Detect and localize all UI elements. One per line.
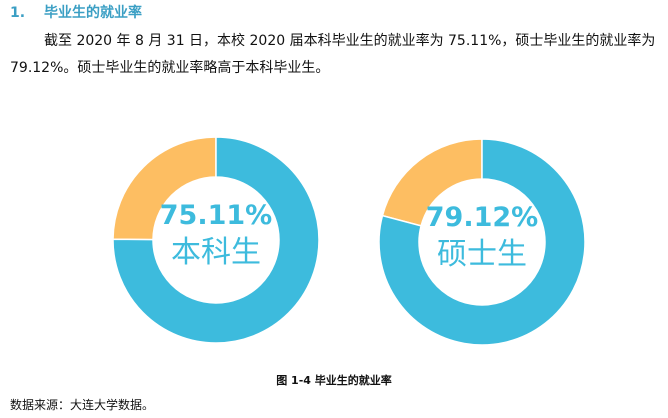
center-value: 79.12% [426,202,538,233]
section-title: 毕业生的就业率 [44,5,142,21]
slice-remainder [112,136,217,241]
donut-charts: 75.11% 本科生 79.12% 硕士生 [112,136,586,346]
center-label: 硕士生 [437,237,527,272]
section-number: 1. [10,5,26,21]
center-label: 本科生 [171,235,261,270]
donut-chart-master: 79.12% 硕士生 [378,138,586,346]
slice-employed [378,138,586,346]
data-source: 数据来源：大连大学数据。 [10,398,155,412]
slice-employed [112,136,320,344]
donut-chart-undergraduate: 75.11% 本科生 [112,136,320,344]
figure-caption: 图 1-4 毕业生的就业率 [276,374,392,387]
body-paragraph: 截至 2020 年 8 月 31 日，本校 2020 届本科毕业生的就业率为 7… [10,33,656,76]
section-heading: 1. 毕业生的就业率 [10,2,142,22]
center-value: 75.11% [160,200,272,231]
